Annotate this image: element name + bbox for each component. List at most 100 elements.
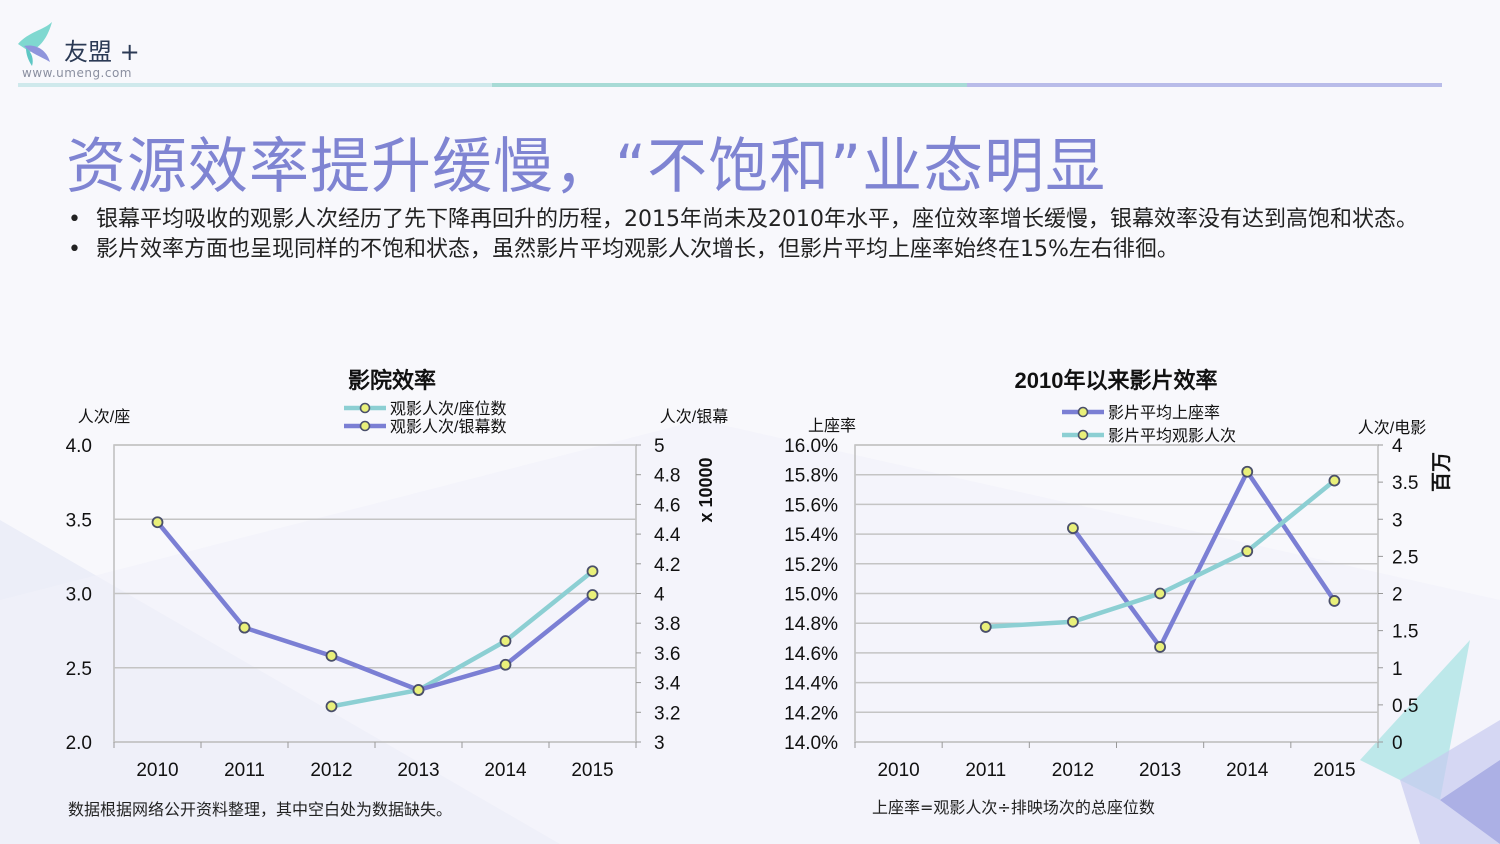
y-right-tick-label: 0: [1392, 733, 1403, 754]
series-line: [1071, 469, 1337, 650]
logo-bird-icon: [18, 22, 52, 66]
formula-note: 上座率=观影人次÷排映场次的总座位数: [872, 798, 1155, 817]
chart-title: 影院效率: [348, 368, 436, 393]
y-right-tick-label: 4.2: [654, 555, 680, 576]
data-point: [586, 565, 599, 578]
y-right-tick-label: 2: [1392, 585, 1403, 606]
series-line: [155, 520, 594, 693]
data-point: [1067, 522, 1079, 535]
y-right-tick-label: 1.5: [1392, 622, 1418, 643]
data-point: [325, 649, 338, 662]
x-tick-label: 2014: [1226, 760, 1269, 781]
series-line: [331, 569, 594, 709]
y-left-tick-label: 14.2%: [784, 703, 838, 724]
y-right-tick-label: 3: [654, 733, 665, 754]
data-point: [1067, 615, 1079, 628]
y-right-tick-label: 3.5: [1392, 473, 1418, 494]
y-left-tick-label: 15.2%: [784, 555, 838, 576]
y-left-tick-label: 15.4%: [784, 525, 838, 546]
bullet-text: 银幕平均吸收的观影人次经历了先下降再回升的历程，2015年尚未及2010年水平，…: [96, 207, 1418, 232]
x-tick-label: 2015: [571, 760, 613, 781]
bullet-text: 影片效率方面也呈现同样的不饱和状态，虽然影片平均观影人次增长，但影片平均上座率始…: [96, 237, 1179, 262]
data-point: [499, 658, 512, 671]
y-right-tick-label: 3.8: [654, 614, 680, 635]
data-point: [325, 700, 338, 713]
y-right-tick-label: 4: [654, 585, 665, 606]
y-right-tick-label: 3: [1392, 510, 1403, 531]
data-point: [238, 621, 251, 634]
bullet-item: • 影片效率方面也呈现同样的不饱和状态，虽然影片平均观影人次增长，但影片平均上座…: [68, 235, 1428, 265]
y-right-unit-label: x 10000: [696, 457, 716, 522]
data-point: [1241, 465, 1254, 478]
legend-marker: [359, 402, 371, 414]
y-right-tick-label: 0.5: [1392, 696, 1418, 717]
y-right-tick-label: 1: [1392, 659, 1403, 680]
legend-label: 影片平均上座率: [1108, 404, 1220, 422]
data-point: [499, 635, 512, 647]
data-point: [1154, 641, 1166, 653]
x-tick-label: 2012: [310, 760, 352, 781]
x-tick-label: 2010: [877, 760, 919, 781]
y-right-axis-label: 人次/银幕: [660, 408, 728, 426]
x-tick-label: 2013: [1139, 760, 1181, 781]
y-right-tick-label: 4: [1392, 436, 1403, 457]
y-left-tick-label: 14.8%: [784, 614, 838, 635]
y-right-axis-label: 人次/电影: [1358, 419, 1426, 437]
legend-marker: [1077, 429, 1089, 441]
data-point: [979, 621, 992, 633]
x-tick-label: 2013: [397, 760, 439, 781]
y-right-tick-label: 4.4: [654, 525, 681, 546]
y-left-tick-label: 16.0%: [784, 436, 838, 457]
data-point: [586, 589, 599, 601]
y-right-tick-label: 5: [654, 436, 665, 457]
y-left-tick-label: 14.4%: [784, 674, 838, 695]
series-line: [985, 478, 1336, 630]
y-right-tick-label: 3.2: [654, 703, 680, 724]
y-left-tick-label: 3.5: [66, 510, 92, 531]
y-right-tick-label: 3.4: [654, 674, 681, 695]
chart-title: 2010年以来影片效率: [1015, 368, 1218, 393]
y-right-tick-label: 3.6: [654, 644, 680, 665]
y-left-tick-label: 4.0: [66, 436, 92, 457]
legend-marker: [359, 420, 371, 432]
source-note: 数据根据网络公开资料整理，其中空白处为数据缺失。: [68, 800, 453, 819]
x-tick-label: 2015: [1313, 760, 1355, 781]
legend-label: 观影人次/银幕数: [390, 418, 506, 436]
y-left-tick-label: 14.6%: [784, 644, 838, 665]
bullet-item: • 银幕平均吸收的观影人次经历了先下降再回升的历程，2015年尚未及2010年水…: [68, 205, 1428, 235]
y-right-unit-label: 百万: [1431, 452, 1453, 492]
x-tick-label: 2011: [224, 760, 265, 781]
legend-label: 观影人次/座位数: [390, 400, 506, 418]
data-point: [412, 684, 425, 696]
legend-marker: [1077, 406, 1089, 418]
logo-text: 友盟 +: [64, 38, 140, 66]
page-title: 资源效率提升缓慢，“不饱和”业态明显: [66, 132, 1107, 202]
data-point: [1328, 595, 1341, 607]
x-tick-label: 2014: [484, 760, 527, 781]
y-left-tick-label: 2.0: [66, 733, 92, 754]
x-tick-label: 2010: [136, 760, 178, 781]
y-right-tick-label: 4.6: [654, 495, 680, 516]
y-left-tick-label: 15.6%: [784, 495, 838, 516]
data-point: [151, 516, 164, 529]
bullet-dot: •: [68, 207, 81, 232]
data-point: [1328, 474, 1341, 487]
legend-label: 影片平均观影人次: [1108, 427, 1236, 445]
y-right-tick-label: 2.5: [1392, 547, 1418, 568]
y-left-tick-label: 14.0%: [784, 733, 838, 754]
header-divider: [18, 83, 1442, 87]
y-right-tick-label: 4.8: [654, 466, 680, 487]
bullet-dot: •: [68, 237, 81, 262]
data-point: [1154, 587, 1166, 600]
y-left-axis-label: 上座率: [808, 417, 856, 435]
x-tick-label: 2012: [1052, 760, 1094, 781]
y-left-tick-label: 15.0%: [784, 585, 838, 606]
y-left-tick-label: 3.0: [66, 585, 92, 606]
data-point: [1241, 545, 1254, 558]
y-left-tick-label: 2.5: [66, 659, 92, 680]
y-left-tick-label: 15.8%: [784, 466, 838, 487]
logo-url: www.umeng.com: [22, 66, 132, 80]
y-left-axis-label: 人次/座: [78, 408, 130, 426]
